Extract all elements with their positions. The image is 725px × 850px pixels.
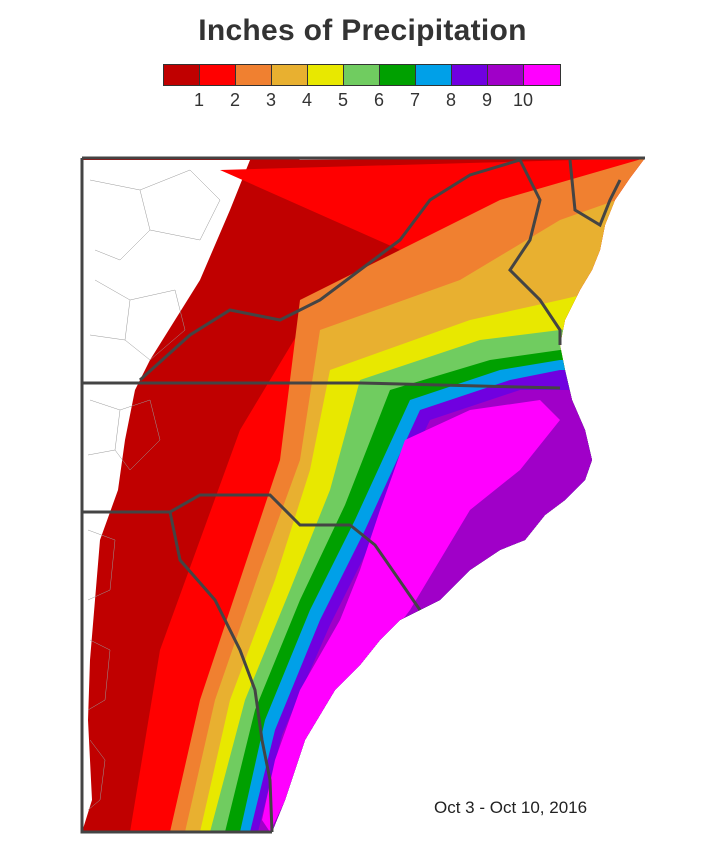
- legend-swatch: [524, 65, 560, 85]
- legend-swatch: [380, 65, 416, 85]
- state-borders: [80, 156, 645, 834]
- legend-tick-label: 8: [445, 90, 457, 110]
- date-range-label: Oct 3 - Oct 10, 2016: [434, 798, 588, 817]
- legend-tick-label: 2: [229, 90, 241, 110]
- map-title: Inches of Precipitation: [198, 14, 527, 47]
- legend-tick-label: 1: [193, 90, 205, 110]
- legend-ticks: 1 2 3 4 5 6 7 8 9 10: [163, 90, 563, 110]
- no-data-area: [82, 160, 250, 832]
- legend-tick-label: 10: [512, 90, 534, 110]
- legend-tick-label: 4: [301, 90, 313, 110]
- legend-swatch: [452, 65, 488, 85]
- legend-tick-label: 3: [265, 90, 277, 110]
- legend-swatch: [308, 65, 344, 85]
- precip-band: [262, 400, 560, 832]
- legend-swatch: [344, 65, 380, 85]
- color-legend: [163, 64, 561, 86]
- legend-swatch: [164, 65, 200, 85]
- legend-tick-label: 6: [373, 90, 385, 110]
- legend-swatch: [272, 65, 308, 85]
- legend-swatch: [416, 65, 452, 85]
- legend-swatch: [236, 65, 272, 85]
- legend-swatch: [200, 65, 236, 85]
- legend-tick-label: 9: [481, 90, 493, 110]
- legend-tick-label: 7: [409, 90, 421, 110]
- county-lines: [87, 169, 221, 811]
- legend-swatch: [488, 65, 524, 85]
- legend-tick-label: 5: [337, 90, 349, 110]
